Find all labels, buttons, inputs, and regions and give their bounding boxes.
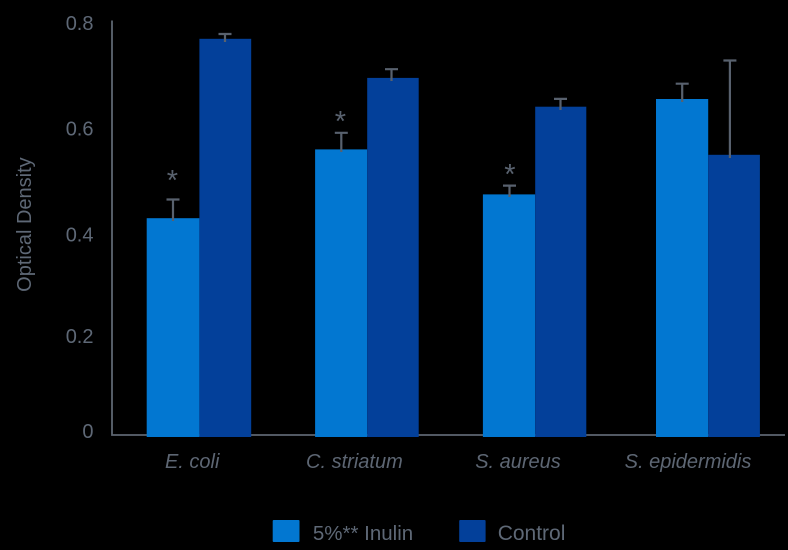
- svg-text:0.6: 0.6: [66, 119, 94, 141]
- svg-text:S. aureus: S. aureus: [475, 451, 561, 473]
- svg-text:C. striatum: C. striatum: [306, 451, 403, 473]
- svg-text:E. coli: E. coli: [165, 451, 220, 473]
- svg-text:0.4: 0.4: [66, 225, 94, 247]
- svg-text:*: *: [167, 165, 178, 197]
- svg-text:5%** Inulin: 5%** Inulin: [313, 522, 413, 545]
- svg-text:Control: Control: [498, 522, 566, 545]
- svg-text:0: 0: [82, 421, 93, 443]
- svg-text:0.2: 0.2: [66, 326, 94, 348]
- svg-text:Optical Density: Optical Density: [14, 157, 36, 292]
- svg-text:S. epidermidis: S. epidermidis: [625, 451, 752, 473]
- svg-text:0.8: 0.8: [66, 13, 94, 35]
- svg-text:*: *: [504, 159, 515, 191]
- svg-text:*: *: [335, 106, 346, 138]
